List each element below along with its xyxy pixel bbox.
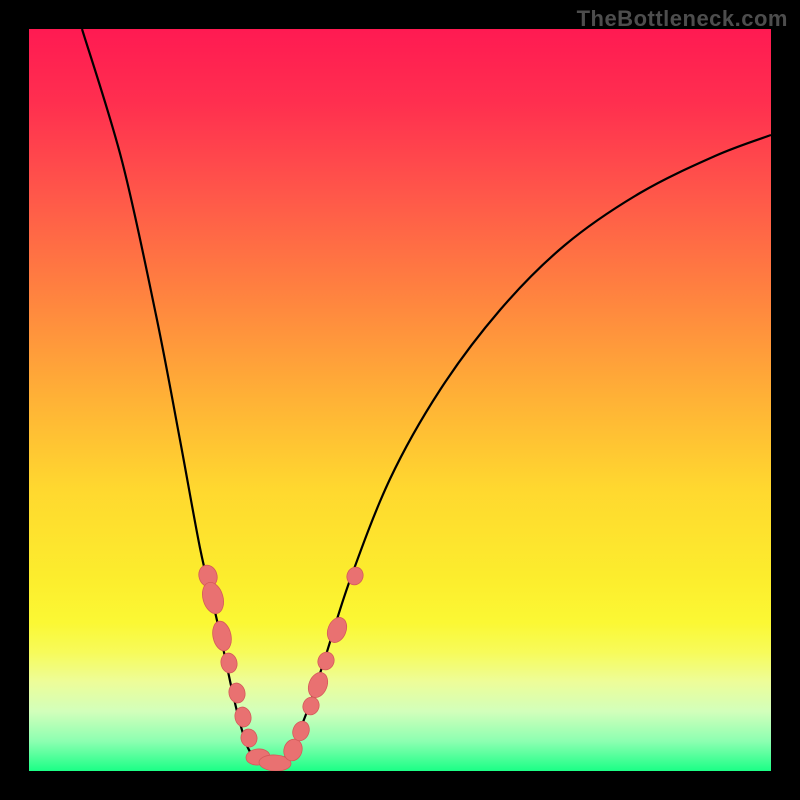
plot-svg	[0, 0, 800, 800]
watermark-text: TheBottleneck.com	[577, 6, 788, 32]
chart-frame: TheBottleneck.com	[0, 0, 800, 800]
plot-background	[29, 29, 771, 771]
